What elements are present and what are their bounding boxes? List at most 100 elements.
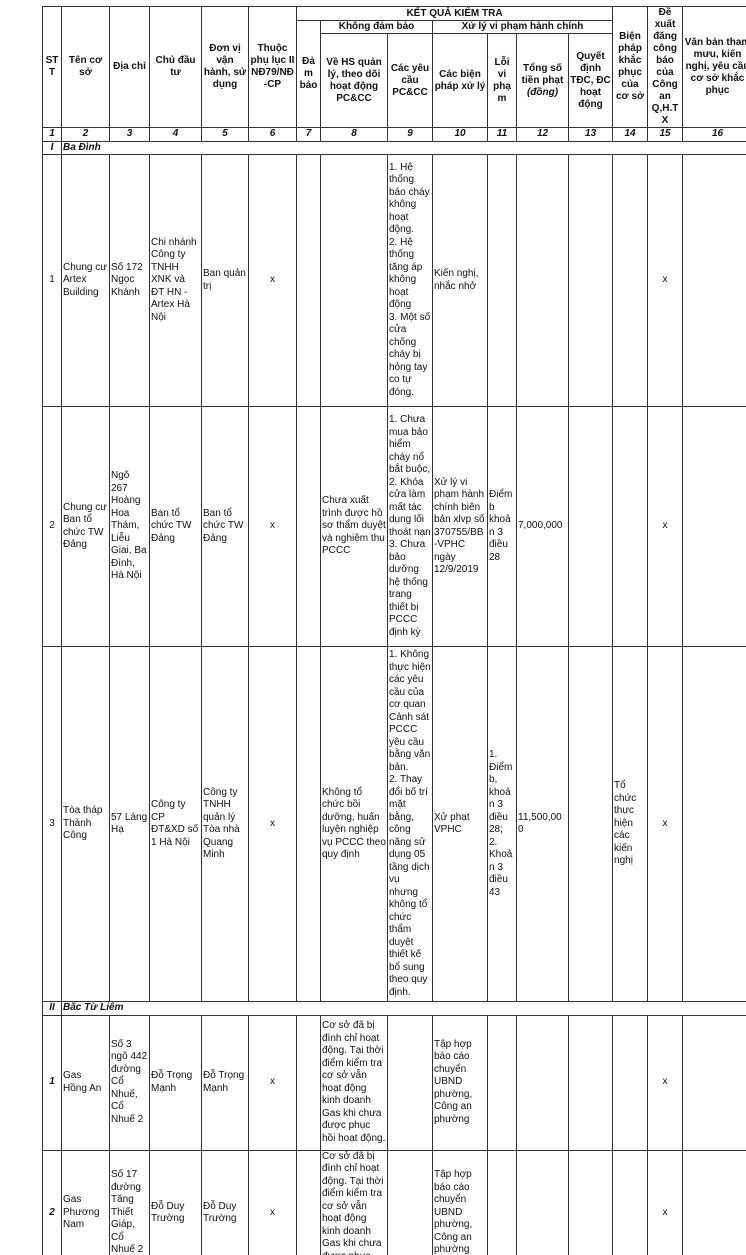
cell-ten: Chung cư Artex Building	[61, 154, 110, 407]
section-row: II Bắc Từ Liêm	[42, 1001, 746, 1016]
cell-diachi: Số 172 Ngọc Khánh	[109, 154, 150, 407]
cell-vanban	[682, 646, 746, 1002]
header-vanban: Văn bản tham mưu, kiến nghị, yêu cầu cơ …	[682, 6, 746, 128]
cell-kp	[612, 406, 649, 647]
cell-ten: Gas Hồng An	[61, 1014, 110, 1151]
cell-bienphap: Tập hợp báo cáo chuyển UBND phường, Công…	[432, 1014, 488, 1151]
header-donvi: Đơn vị vận hành, sử dụng	[201, 6, 249, 128]
cell-kp	[612, 154, 649, 407]
cell-bienphap: Xử phạt VPHC	[432, 646, 488, 1002]
cell-diachi: 57 Láng Hạ	[109, 646, 150, 1002]
cell-yeucau: 1. Không thực hiện các yêu cầu của cơ qu…	[387, 646, 433, 1002]
cell-hs: Chưa xuất trình được hồ sơ thẩm duyệt và…	[320, 406, 388, 647]
header-dexuat: Đề xuất đăng công báo của Công an Q,H.TX	[647, 6, 684, 128]
table-row: 2 Gas Phương Nam Số 17 đường Tăng Thiết Gi…	[42, 1149, 746, 1255]
cell-tien	[516, 1014, 569, 1151]
column-number: 5	[201, 127, 249, 142]
cell-vanban	[682, 1149, 746, 1255]
cell-stt: 2	[42, 1149, 62, 1255]
cell-yeucau: 1. Hệ thống báo cháy không hoạt động. 2.…	[387, 154, 433, 407]
cell-donvi: Đỗ Trọng Mạnh	[201, 1014, 249, 1151]
column-number: 10	[432, 127, 488, 142]
column-number: 14	[612, 127, 649, 142]
header-khongdambao: Không đảm bảo	[320, 20, 433, 34]
cell-diachi: Số 17 đường Tăng Thiết Giáp, Cổ Nhuế 2	[109, 1149, 150, 1255]
cell-donvi: Công ty TNHH quản lý Tòa nhà Quang Minh	[201, 646, 249, 1002]
cell-kp	[612, 1014, 649, 1151]
column-number: 11	[487, 127, 517, 142]
cell-stt: 2	[42, 406, 62, 647]
cell-ten: Tòa tháp Thành Công	[61, 646, 110, 1002]
cell-vanban	[682, 406, 746, 647]
cell-stt: 1	[42, 1014, 62, 1151]
header-tongtien: Tổng số tiền phạt (đồng)	[516, 33, 569, 128]
cell-yeucau	[387, 1014, 433, 1151]
section-number: II	[42, 1001, 62, 1016]
cell-bienphap: Tập hợp báo cáo chuyển UBND phường, Công…	[432, 1149, 488, 1255]
cell-dambao	[296, 1014, 321, 1151]
cell-dambao	[296, 406, 321, 647]
column-number: 4	[149, 127, 202, 142]
header-xuly: Xử lý vi phạm hành chính	[431, 20, 614, 34]
column-number: 3	[109, 127, 150, 142]
cell-hs: Cơ sở đã bị đình chỉ hoạt động. Tại thời…	[320, 1149, 388, 1255]
header-phuluc: Thuộc phụ lục II NĐ79/NĐ-CP	[248, 6, 297, 128]
column-number: 1	[42, 127, 62, 142]
header-hs: Về HS quản lý, theo dõi hoạt động PC&CC	[320, 33, 388, 128]
header-ketqua: KẾT QUẢ KIỂM TRA	[295, 6, 614, 21]
section-name: Bắc Từ Liêm	[60, 1001, 746, 1016]
cell-loi: 1. Điểm b, khoản 3 điều 28; 2. Khoản 3 đ…	[487, 646, 517, 1002]
cell-tien: 11,500,000	[516, 646, 569, 1002]
cell-tien: 7,000,000	[516, 406, 569, 647]
section-row: I Ba Đình	[42, 140, 746, 155]
cell-diachi: Ngõ 267 Hoàng Hoa Thám, Liễu Giai, Ba Đì…	[109, 406, 150, 647]
cell-chudautu: Công ty CP ĐT&XD số 1 Hà Nội	[149, 646, 202, 1002]
header-stt: STT	[42, 6, 62, 128]
cell-chudautu: Ban tổ chức TW Đảng	[149, 406, 202, 647]
header-ten: Tên cơ sở	[61, 6, 110, 128]
cell-loi: Điểm b khoản 3 điều 28	[487, 406, 517, 647]
cell-dexuat: x	[647, 154, 684, 407]
table-row: 1 Gas Hồng An Số 3 ngõ 442 đường Cổ Nhuế, …	[42, 1014, 746, 1151]
cell-tien	[516, 1149, 569, 1255]
cell-qd	[567, 1149, 614, 1255]
cell-bienphap: Xử lý vi phạm hành chính biên bản xlvp s…	[432, 406, 488, 647]
cell-loi	[487, 1149, 517, 1255]
cell-dexuat: x	[647, 646, 684, 1002]
cell-dambao	[296, 154, 321, 407]
inspection-results-table: STT Tên cơ sở Địa chỉ Chủ đầu tư Đơn vị …	[42, 6, 746, 1255]
cell-diachi: Số 3 ngõ 442 đường Cổ Nhuế, Cổ Nhuế 2	[109, 1014, 150, 1151]
column-number-row: 1 2 3 4 5 6 7 8 9 10 11 12 13 14 15 16	[42, 127, 746, 142]
cell-dambao	[296, 1149, 321, 1255]
section-name: Ba Đình	[60, 140, 746, 155]
column-number: 7	[296, 127, 321, 142]
column-number: 15	[647, 127, 684, 142]
cell-ten: Gas Phương Nam	[61, 1149, 110, 1255]
cell-stt: 1	[42, 154, 62, 407]
cell-qd	[567, 154, 614, 407]
header-dong-unit: (đồng)	[526, 86, 559, 98]
cell-qd	[567, 406, 614, 647]
header-bienphapkp: Biện pháp khắc phục của cơ sở	[612, 6, 649, 128]
cell-phuluc: x	[248, 1014, 297, 1151]
section-number: I	[42, 140, 62, 155]
table-row: 2 Chung cư Ban tổ chức TW Đảng Ngõ 267 Hoà…	[42, 406, 746, 647]
cell-yeucau	[387, 1149, 433, 1255]
cell-hs: Cơ sở đã bị đình chỉ hoạt động. Tại thời…	[320, 1014, 388, 1151]
cell-phuluc: x	[248, 154, 297, 407]
cell-loi	[487, 154, 517, 407]
column-number: 2	[61, 127, 110, 142]
cell-qd	[567, 646, 614, 1002]
cell-phuluc: x	[248, 1149, 297, 1255]
cell-tien	[516, 154, 569, 407]
cell-vanban	[682, 154, 746, 407]
cell-chudautu: Đỗ Duy Trường	[149, 1149, 202, 1255]
column-number: 6	[248, 127, 297, 142]
cell-dexuat: x	[647, 406, 684, 647]
cell-kp: Tổ chức thực hiện các kiến nghị	[612, 646, 649, 1002]
cell-stt: 3	[42, 646, 62, 1002]
cell-dambao	[296, 646, 321, 1002]
header-tongtien-label: Tổng số tiền phạt	[521, 62, 564, 86]
cell-dexuat: x	[647, 1149, 684, 1255]
